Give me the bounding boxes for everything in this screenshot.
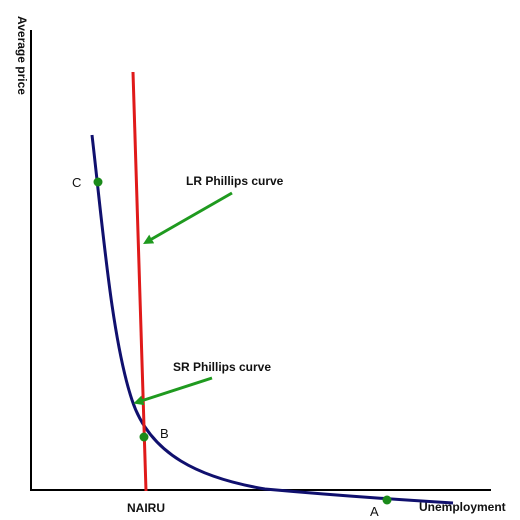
sr-curve-arrow — [133, 376, 213, 406]
point-b-marker — [139, 432, 149, 442]
lr-phillips-curve — [131, 71, 148, 492]
y-axis-label: Average price — [15, 16, 29, 95]
sr-curve-label: SR Phillips curve — [173, 360, 271, 374]
point-a-marker — [382, 495, 392, 505]
sr-phillips-curve — [90, 134, 454, 505]
lr-curve-arrow — [143, 191, 233, 244]
nairu-tick-label: NAIRU — [127, 501, 165, 515]
point-a-label: A — [370, 504, 379, 519]
point-c-marker — [93, 177, 103, 187]
point-b-label: B — [160, 426, 169, 441]
lr-curve-label: LR Phillips curve — [186, 174, 284, 188]
point-c-label: C — [72, 175, 81, 190]
